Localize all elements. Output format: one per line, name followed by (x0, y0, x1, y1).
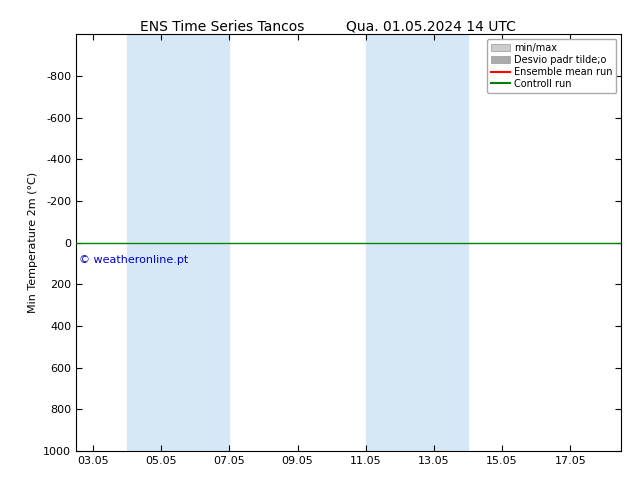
Y-axis label: Min Temperature 2m (°C): Min Temperature 2m (°C) (28, 172, 37, 313)
Legend: min/max, Desvio padr tilde;o, Ensemble mean run, Controll run: min/max, Desvio padr tilde;o, Ensemble m… (487, 39, 616, 93)
Bar (366, 34, 468, 451)
Bar (127, 34, 230, 451)
Text: ENS Time Series Tancos: ENS Time Series Tancos (139, 20, 304, 34)
Text: © weatheronline.pt: © weatheronline.pt (79, 255, 189, 265)
Text: Qua. 01.05.2024 14 UTC: Qua. 01.05.2024 14 UTC (346, 20, 516, 34)
